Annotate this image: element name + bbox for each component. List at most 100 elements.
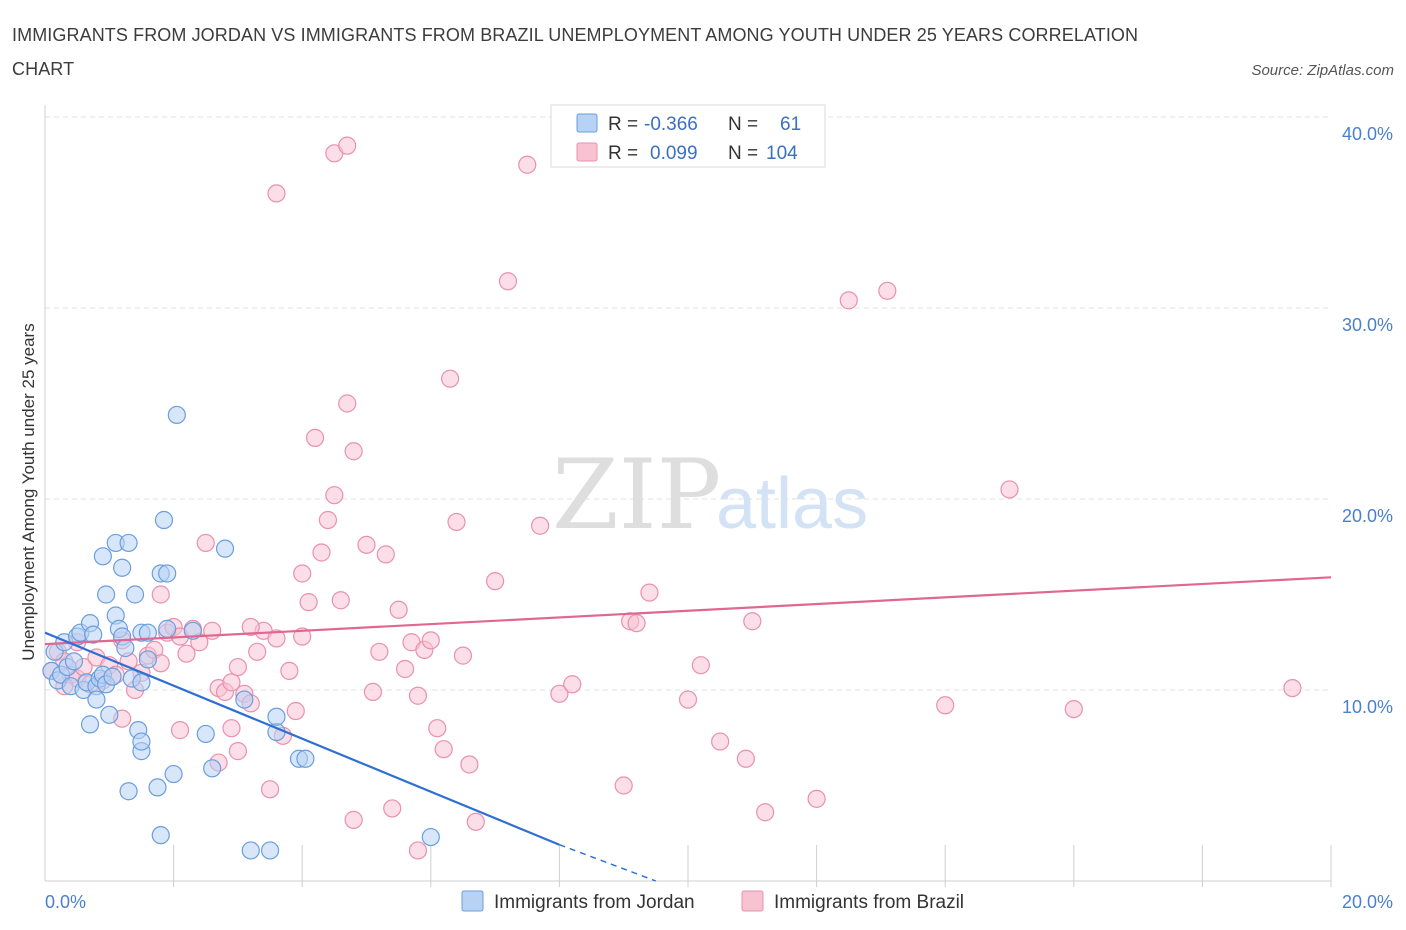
jordan-trend-extension	[559, 844, 657, 882]
brazil-point-102	[241, 617, 260, 637]
legend-brazil-r-value: 0.099	[650, 143, 698, 164]
brazil-point-24	[196, 533, 215, 553]
correlation-legend: R = -0.366 N = 61 R = 0.099 N = 104	[550, 104, 826, 168]
brazil-point-100	[222, 719, 241, 738]
jordan-point-24	[96, 585, 116, 604]
brazil-point-54	[389, 600, 408, 619]
brazil-point-76	[640, 583, 659, 602]
bottom-legend-brazil-label[interactable]: Immigrants from Brazil	[774, 892, 964, 913]
y-axis-label: Unemployment Among Youth under 25 years	[19, 323, 38, 660]
brazil-point-55	[395, 659, 415, 679]
jordan-point-36	[138, 623, 157, 642]
jordan-point-41	[158, 619, 177, 638]
chart-source: Source: ZipAtlas.com	[1251, 62, 1394, 79]
watermark-zip: ZIP	[552, 439, 721, 551]
brazil-point-89	[1283, 678, 1302, 698]
jordan-point-60	[87, 690, 106, 709]
brazil-point-59	[421, 631, 440, 650]
brazil-point-64	[453, 646, 473, 665]
brazil-point-70	[531, 516, 550, 535]
jordan-point-7	[64, 652, 84, 671]
jordan-point-28	[116, 638, 135, 658]
brazil-point-40	[293, 564, 312, 583]
grid-lines	[45, 116, 1331, 691]
jordan-point-39	[154, 510, 174, 530]
brazil-point-78	[691, 656, 710, 675]
brazil-point-28	[222, 673, 241, 692]
brazil-point-96	[408, 841, 428, 860]
brazil-point-85	[878, 281, 897, 300]
brazil-point-53	[383, 799, 402, 818]
x-tick-label-20: 20.0%	[1342, 892, 1393, 912]
brazil-point-43	[312, 543, 331, 562]
jordan-point-32	[138, 650, 157, 669]
jordan-point-43	[196, 724, 215, 744]
brazil-point-62	[440, 369, 460, 388]
legend-brazil-swatch	[576, 142, 598, 162]
jordan-point-29	[125, 585, 145, 604]
jordan-point-46	[235, 690, 254, 709]
brazil-point-41	[299, 593, 318, 612]
legend-jordan-r-label: R =	[608, 114, 638, 135]
y-tick-label-30: 30.0%	[1342, 315, 1393, 335]
jordan-point-52	[260, 841, 280, 860]
axes	[44, 105, 1332, 887]
jordan-point-45	[215, 539, 235, 558]
brazil-point-29	[228, 742, 247, 761]
brazil-point-63	[447, 512, 466, 532]
brazil-point-81	[743, 612, 762, 631]
jordan-point-44	[203, 759, 222, 778]
series-legend: Immigrants from Jordan Immigrants from B…	[461, 890, 964, 913]
brazil-point-75	[627, 614, 646, 633]
brazil-point-21	[177, 644, 196, 663]
brazil-point-92	[338, 136, 357, 155]
brazil-point-39	[293, 627, 312, 646]
jordan-point-13	[84, 625, 103, 644]
brazil-point-34	[260, 780, 280, 799]
watermark: ZIP atlas	[552, 439, 868, 551]
brazil-point-45	[325, 486, 344, 505]
brazil-point-47	[338, 394, 357, 413]
jordan-point-54	[119, 782, 138, 801]
bottom-legend-jordan-label[interactable]: Immigrants from Jordan	[494, 892, 695, 913]
brazil-point-101	[344, 810, 363, 829]
y-tick-label-20: 20.0%	[1342, 506, 1393, 526]
jordan-point-18	[100, 705, 119, 724]
trend-lines	[44, 576, 1332, 882]
brazil-point-48	[344, 442, 363, 461]
brazil-point-103	[151, 585, 170, 604]
brazil-point-72	[563, 675, 582, 694]
legend-jordan-n-label: N =	[728, 114, 758, 135]
brazil-point-83	[807, 789, 826, 808]
brazil-point-80	[736, 749, 755, 768]
brazil-point-84	[839, 291, 858, 310]
jordan-point-23	[119, 533, 138, 553]
brazil-point-44	[318, 510, 338, 530]
legend-brazil-r-label: R =	[608, 143, 638, 164]
legend-brazil-n-label: N =	[728, 143, 758, 164]
jordan-point-51	[241, 841, 260, 860]
jordan-point-59	[80, 715, 100, 734]
brazil-point-93	[170, 721, 190, 740]
bottom-legend-brazil-swatch[interactable]	[741, 890, 764, 912]
jordan-trend-line	[44, 631, 560, 846]
brazil-point-69	[518, 155, 537, 174]
jordan-points	[42, 405, 440, 860]
tick-labels: 10.0% 20.0% 30.0% 40.0% 0.0% 20.0%	[45, 124, 1393, 912]
jordan-point-19	[103, 667, 122, 686]
legend-brazil-n-value: 104	[766, 143, 798, 164]
brazil-point-77	[678, 690, 698, 709]
legend-jordan-r-value: -0.366	[644, 114, 698, 135]
jordan-point-53	[421, 827, 440, 847]
brazil-point-90	[267, 184, 286, 203]
bottom-legend-jordan-swatch[interactable]	[461, 890, 484, 912]
brazil-point-52	[376, 545, 395, 564]
brazil-point-57	[408, 686, 428, 705]
brazil-point-95	[228, 657, 247, 677]
brazil-point-79	[711, 732, 730, 751]
brazil-point-61	[434, 740, 453, 759]
brazil-point-88	[1064, 699, 1083, 719]
brazil-point-50	[363, 682, 383, 702]
jordan-point-55	[148, 778, 167, 797]
brazil-point-68	[498, 272, 518, 291]
